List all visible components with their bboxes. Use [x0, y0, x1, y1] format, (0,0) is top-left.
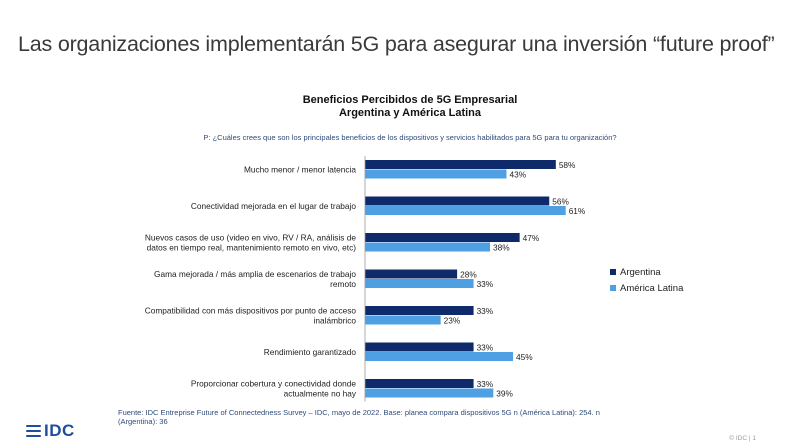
bar-argentina: [365, 233, 520, 242]
bar-argentina: [365, 379, 474, 388]
bar-america-latina: [365, 388, 494, 398]
chart-title-line-1: Beneficios Percibidos de 5G Empresarial: [302, 94, 518, 106]
idc-logo-text: IDC: [44, 421, 75, 440]
source-note: Fuente: IDC Entreprise Future of Connect…: [118, 408, 600, 426]
legend-item-argentina: Argentina: [610, 264, 683, 280]
data-label: 28%: [460, 270, 477, 280]
legend-label-america-latina: América Latina: [620, 282, 684, 294]
legend-item-america-latina: América Latina: [610, 280, 683, 296]
idc-logo-icon: [26, 425, 41, 437]
bar-america-latina: [365, 242, 491, 252]
category-label: Compatibilidad con más dispositivos por …: [145, 305, 357, 325]
legend-swatch-argentina: [610, 269, 616, 275]
data-label: 58%: [559, 160, 576, 170]
data-label: 39%: [496, 389, 513, 399]
chart-title: Beneficios Percibidos de 5G Empresarial …: [0, 94, 800, 120]
idc-logo: IDC: [26, 421, 75, 441]
slide-title: Las organizaciones implementarán 5G para…: [18, 32, 775, 56]
category-label: Proporcionar cobertura y conectividad do…: [191, 378, 357, 398]
bar-america-latina: [365, 206, 566, 215]
page-footer: © IDC | 1: [729, 435, 756, 442]
bar-argentina: [365, 306, 474, 315]
category-label: Mucho menor / menor latencia: [244, 164, 356, 174]
data-label: 61%: [569, 206, 586, 216]
bar-argentina: [365, 269, 458, 279]
data-label: 23%: [444, 316, 461, 326]
category-label: Gama mejorada / más amplia de escenarios…: [154, 269, 356, 289]
category-label: Rendimiento garantizado: [264, 347, 357, 357]
survey-question: P: ¿Cuáles crees que son los principales…: [203, 133, 617, 142]
data-label: 33%: [477, 379, 494, 389]
legend-swatch-america-latina: [610, 285, 616, 291]
bar-america-latina: [365, 279, 474, 288]
data-label: 33%: [477, 279, 494, 289]
legend-label-argentina: Argentina: [620, 266, 661, 278]
data-label: 56%: [552, 197, 569, 207]
bar-argentina: [365, 196, 550, 206]
bar-america-latina: [365, 352, 514, 361]
data-label: 33%: [477, 306, 494, 316]
chart-legend: Argentina América Latina: [610, 264, 683, 296]
data-label: 45%: [516, 352, 533, 362]
data-label: 47%: [523, 233, 540, 243]
chart-title-line-2: Argentina y América Latina: [338, 107, 482, 119]
data-label: 33%: [477, 343, 494, 353]
data-label: 38%: [493, 243, 510, 253]
bar-argentina: [365, 160, 556, 169]
bar-argentina: [365, 342, 474, 352]
category-label: Conectividad mejorada en el lugar de tra…: [191, 201, 357, 211]
data-label: 43%: [509, 170, 526, 180]
bar-america-latina: [365, 169, 507, 179]
category-label: Nuevos casos de uso (video en vivo, RV /…: [145, 232, 356, 252]
bar-america-latina: [365, 315, 441, 325]
